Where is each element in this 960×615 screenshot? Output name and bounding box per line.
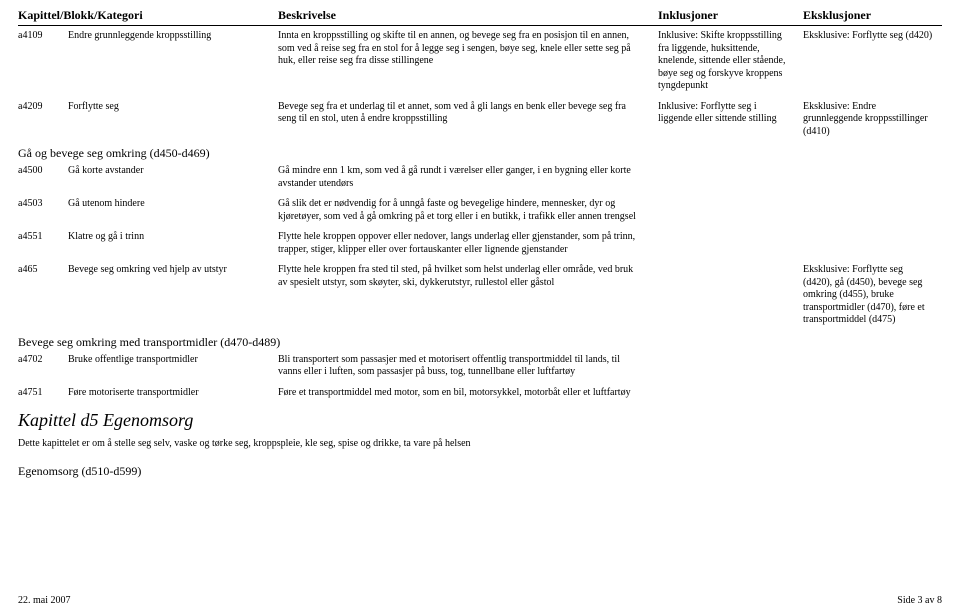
- row-inclusions: Inklusive: Forflytte seg i liggende elle…: [658, 101, 803, 139]
- row-name: Forflytte seg: [68, 101, 278, 139]
- row-code: a4702: [18, 354, 68, 379]
- table-row: a4109Endre grunnleggende kroppsstillingI…: [18, 30, 942, 93]
- header-inclusions: Inklusjoner: [658, 8, 803, 23]
- page-footer: 22. mai 2007 Side 3 av 8: [18, 595, 942, 608]
- row-code: a4503: [18, 198, 68, 223]
- row-name: Gå korte avstander: [68, 165, 278, 190]
- section-title-transport: Bevege seg omkring med transportmidler (…: [18, 335, 942, 350]
- row-description: Bli transportert som passasjer med et mo…: [278, 354, 658, 379]
- row-code: a4751: [18, 387, 68, 400]
- section-title-selfcare: Egenomsorg (d510-d599): [18, 464, 942, 479]
- row-inclusions: [658, 387, 803, 400]
- row-code: a4109: [18, 30, 68, 93]
- row-inclusions: [658, 198, 803, 223]
- table-row: a4503Gå utenom hindereGå slik det er nød…: [18, 198, 942, 223]
- header-exclusions: Eksklusjoner: [803, 8, 933, 23]
- row-name: Bevege seg omkring ved hjelp av utstyr: [68, 264, 278, 327]
- table-row: a4500Gå korte avstanderGå mindre enn 1 k…: [18, 165, 942, 190]
- row-description: Flytte hele kroppen oppover eller nedove…: [278, 231, 658, 256]
- header-category: Kapittel/Blokk/Kategori: [18, 8, 278, 23]
- footer-page: Side 3 av 8: [897, 595, 942, 608]
- table-header: Kapittel/Blokk/Kategori Beskrivelse Inkl…: [18, 8, 942, 26]
- row-name: Bruke offentlige transportmidler: [68, 354, 278, 379]
- table-row: a4551Klatre og gå i trinnFlytte hele kro…: [18, 231, 942, 256]
- row-name: Føre motoriserte transportmidler: [68, 387, 278, 400]
- row-exclusions: [803, 165, 933, 190]
- row-exclusions: Eksklusive: Forflytte seg (d420): [803, 30, 933, 93]
- row-name: Klatre og gå i trinn: [68, 231, 278, 256]
- section-title-walk: Gå og bevege seg omkring (d450-d469): [18, 146, 942, 161]
- row-inclusions: Inklusive: Skifte kroppsstilling fra lig…: [658, 30, 803, 93]
- row-inclusions: [658, 264, 803, 327]
- row-name: Endre grunnleggende kroppsstilling: [68, 30, 278, 93]
- row-description: Gå slik det er nødvendig for å unngå fas…: [278, 198, 658, 223]
- table-row: a4751Føre motoriserte transportmidlerFør…: [18, 387, 942, 400]
- header-description: Beskrivelse: [278, 8, 658, 23]
- row-inclusions: [658, 165, 803, 190]
- row-description: Flytte hele kroppen fra sted til sted, p…: [278, 264, 658, 327]
- row-inclusions: [658, 354, 803, 379]
- row-name: Gå utenom hindere: [68, 198, 278, 223]
- table-row: a4209Forflytte segBevege seg fra et unde…: [18, 101, 942, 139]
- row-description: Gå mindre enn 1 km, som ved å gå rundt i…: [278, 165, 658, 190]
- row-exclusions: [803, 231, 933, 256]
- row-code: a465: [18, 264, 68, 327]
- row-exclusions: [803, 387, 933, 400]
- footer-date: 22. mai 2007: [18, 595, 71, 608]
- row-description: Føre et transportmiddel med motor, som e…: [278, 387, 658, 400]
- row-exclusions: [803, 354, 933, 379]
- row-exclusions: [803, 198, 933, 223]
- chapter-description: Dette kapittelet er om å stelle seg selv…: [18, 438, 942, 451]
- row-code: a4500: [18, 165, 68, 190]
- table-row: a465Bevege seg omkring ved hjelp av utst…: [18, 264, 942, 327]
- row-description: Bevege seg fra et underlag til et annet,…: [278, 101, 658, 139]
- row-code: a4209: [18, 101, 68, 139]
- row-code: a4551: [18, 231, 68, 256]
- chapter-title: Kapittel d5 Egenomsorg: [18, 409, 942, 432]
- row-description: Innta en kroppsstilling og skifte til en…: [278, 30, 658, 93]
- row-exclusions: Eksklusive: Endre grunnleggende kroppsst…: [803, 101, 933, 139]
- table-row: a4702Bruke offentlige transportmidlerBli…: [18, 354, 942, 379]
- row-inclusions: [658, 231, 803, 256]
- row-exclusions: Eksklusive: Forflytte seg (d420), gå (d4…: [803, 264, 933, 327]
